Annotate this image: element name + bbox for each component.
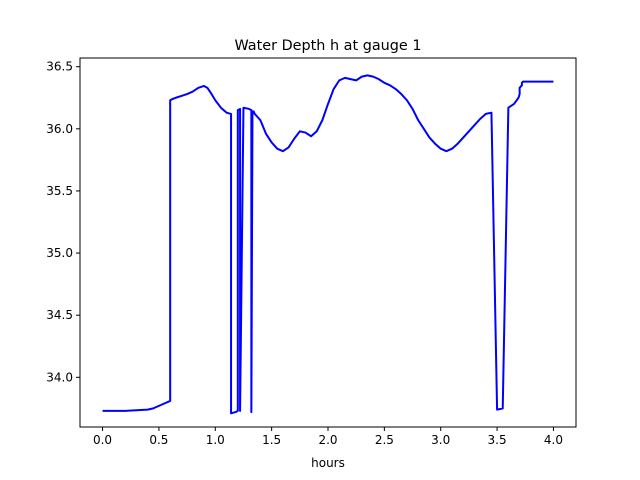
x-tick-label: 2.5 (375, 433, 394, 447)
x-tick-label: 3.0 (431, 433, 450, 447)
y-axis: 34.0 34.5 35.0 35.5 36.0 36.5 (46, 60, 80, 384)
x-tick-label: 2.0 (318, 433, 337, 447)
x-tick-label: 0.0 (93, 433, 112, 447)
x-axis-label: hours (311, 456, 345, 470)
y-tick-label: 34.5 (46, 308, 73, 322)
x-tick-label: 3.5 (488, 433, 507, 447)
series-line-0 (102, 74, 554, 415)
x-tick-label: 4.0 (544, 433, 563, 447)
x-tick-label: 1.0 (206, 433, 225, 447)
data-layer (102, 74, 554, 415)
y-tick-label: 36.0 (46, 122, 73, 136)
x-tick-label: 0.5 (149, 433, 168, 447)
y-tick-label: 35.5 (46, 184, 73, 198)
x-tick-label: 1.5 (262, 433, 281, 447)
y-tick-label: 35.0 (46, 246, 73, 260)
y-tick-label: 34.0 (46, 370, 73, 384)
y-tick-label: 36.5 (46, 60, 73, 74)
chart-title: Water Depth h at gauge 1 (234, 38, 421, 54)
x-axis: 0.0 0.5 1.0 1.5 2.0 2.5 3.0 3.5 4.0 (93, 427, 563, 447)
